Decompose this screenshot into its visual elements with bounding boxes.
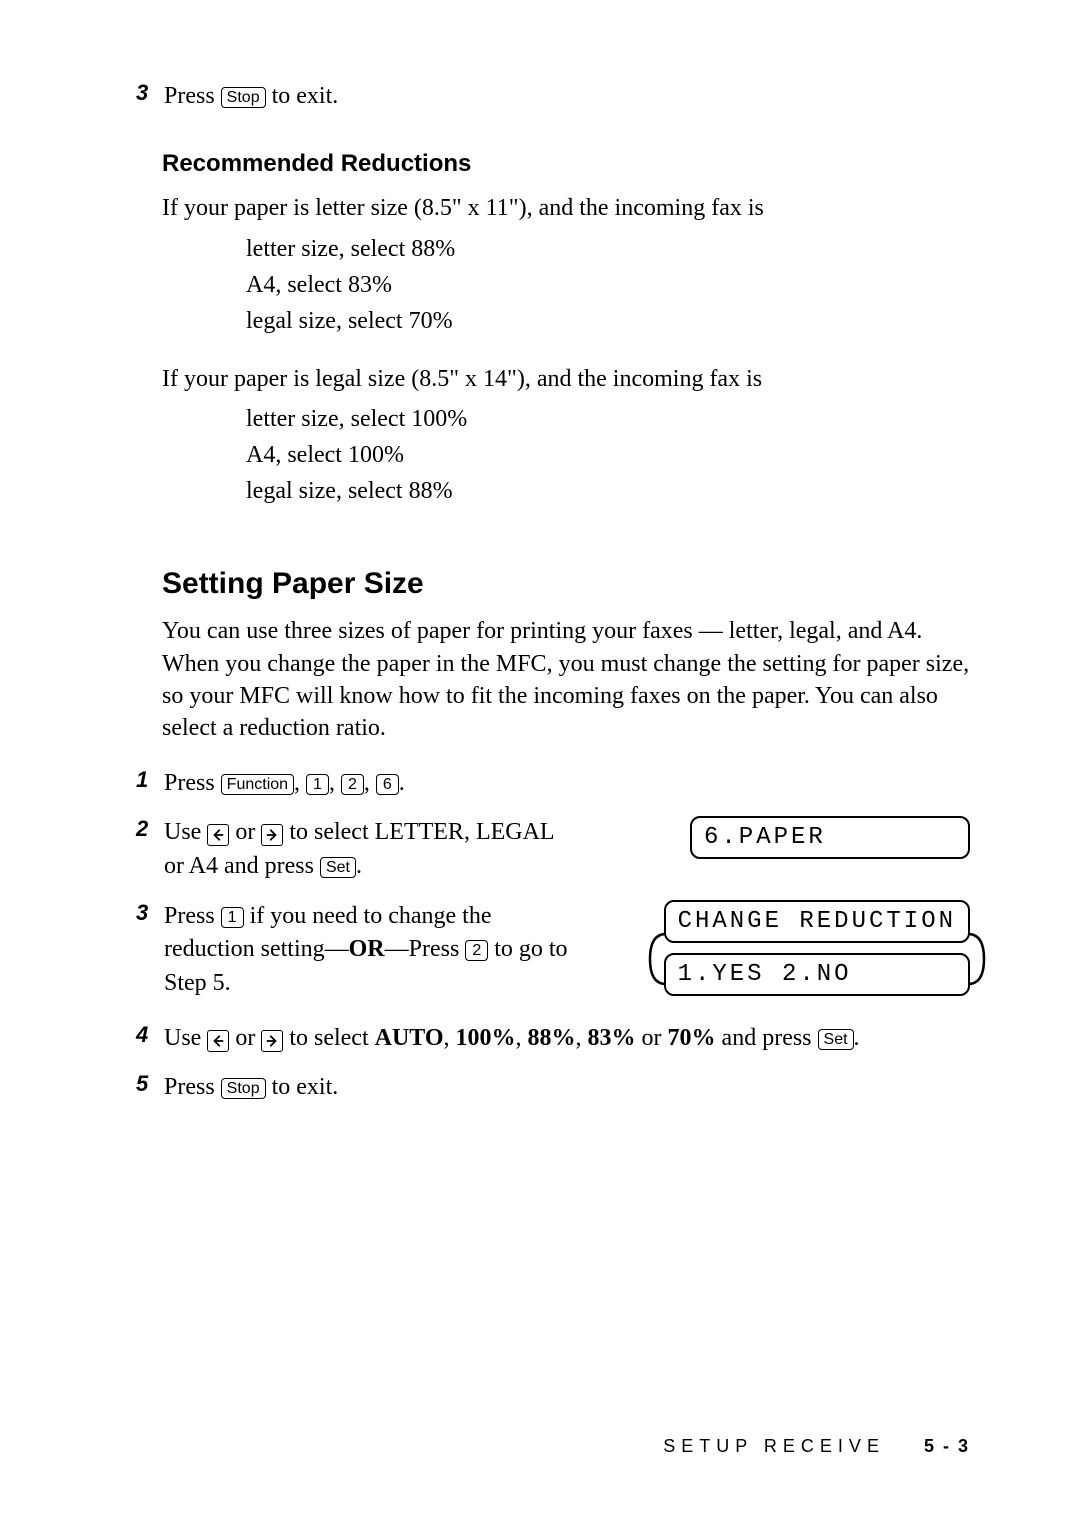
para-legal-intro: If your paper is legal size (8.5" x 14")… <box>162 363 970 395</box>
list-item: A4, select 83% <box>246 267 970 303</box>
para-paper-size: You can use three sizes of paper for pri… <box>162 615 970 745</box>
text: . <box>854 1025 860 1051</box>
opt: 88% <box>528 1025 576 1051</box>
step-number: 5 <box>136 1071 164 1097</box>
steps-paper-size: 1 Press Function, 1, 2, 6. 2 Use or to s… <box>140 767 970 1105</box>
text: Press <box>164 83 221 109</box>
opt: 70% <box>668 1025 716 1051</box>
arrow-right-icon <box>261 824 283 846</box>
lcd-connector-right-icon <box>966 930 988 988</box>
key-2: 2 <box>465 940 488 961</box>
step-3: 3 Press 1 if you need to change the redu… <box>140 900 970 1006</box>
page-footer: SETUP RECEIVE 5 - 3 <box>663 1436 970 1457</box>
text: , <box>444 1025 456 1051</box>
text: , <box>576 1025 588 1051</box>
arrow-left-icon <box>207 1030 229 1052</box>
step-5: 5 Press Stop to exit. <box>140 1071 970 1105</box>
arrow-right-icon <box>261 1030 283 1052</box>
text: , <box>329 770 341 796</box>
function-key: Function <box>221 774 294 795</box>
para-letter-intro: If your paper is letter size (8.5" x 11"… <box>162 192 970 224</box>
text: or <box>636 1025 668 1051</box>
text: , <box>364 770 376 796</box>
text-or: OR <box>349 936 385 962</box>
text: , <box>294 770 306 796</box>
step-3-top: 3 Press Stop to exit. <box>140 80 970 112</box>
step-number: 3 <box>136 900 164 926</box>
text: Use <box>164 1025 207 1051</box>
lcd-connector-left-icon <box>646 930 668 988</box>
key-2: 2 <box>341 774 364 795</box>
key-6: 6 <box>376 774 399 795</box>
set-key: Set <box>320 857 356 878</box>
lcd-line: 1.YES 2.NO <box>664 953 970 996</box>
text: Press <box>164 770 221 796</box>
step-number: 4 <box>136 1022 164 1048</box>
step-text: Use or to select LETTER, LEGAL or A4 and… <box>164 816 584 883</box>
step-4: 4 Use or to select AUTO, 100%, 88%, 83% … <box>140 1022 970 1056</box>
text: Press <box>164 903 221 929</box>
opt: 100% <box>456 1025 516 1051</box>
footer-section: SETUP RECEIVE <box>663 1436 885 1456</box>
step-text: Use or to select AUTO, 100%, 88%, 83% or… <box>164 1022 870 1056</box>
set-key: Set <box>818 1029 854 1050</box>
list-legal-reductions: letter size, select 100% A4, select 100%… <box>246 401 970 509</box>
text: and press <box>716 1025 818 1051</box>
step-number: 2 <box>136 816 164 842</box>
text: to select <box>283 1025 374 1051</box>
list-item: letter size, select 100% <box>246 401 970 437</box>
step-text: Press Function, 1, 2, 6. <box>164 767 415 801</box>
heading-setting-paper-size: Setting Paper Size <box>162 567 970 601</box>
text: or <box>229 819 261 845</box>
text: , <box>516 1025 528 1051</box>
step-2: 2 Use or to select LETTER, LEGAL or A4 a… <box>140 816 970 883</box>
text: to exit. <box>266 1074 339 1100</box>
opt: AUTO <box>375 1025 444 1051</box>
text: or <box>229 1025 261 1051</box>
list-letter-reductions: letter size, select 88% A4, select 83% l… <box>246 231 970 339</box>
lcd-line: CHANGE REDUCTION <box>664 900 970 943</box>
step-text: Press Stop to exit. <box>164 80 970 112</box>
step-text: Press Stop to exit. <box>164 1071 348 1105</box>
lcd-line: 6.PAPER <box>690 816 970 859</box>
list-item: legal size, select 70% <box>246 303 970 339</box>
text: —Press <box>385 936 466 962</box>
arrow-left-icon <box>207 824 229 846</box>
text: Use <box>164 819 207 845</box>
opt: 83% <box>588 1025 636 1051</box>
step-number: 3 <box>136 80 164 106</box>
footer-page-number: 5 - 3 <box>924 1436 970 1456</box>
key-1: 1 <box>221 907 244 928</box>
list-item: A4, select 100% <box>246 437 970 473</box>
text: to exit. <box>266 83 339 109</box>
stop-key: Stop <box>221 1078 266 1099</box>
key-1: 1 <box>306 774 329 795</box>
list-item: legal size, select 88% <box>246 473 970 509</box>
text: Press <box>164 1074 221 1100</box>
text: . <box>356 853 362 879</box>
list-item: letter size, select 88% <box>246 231 970 267</box>
step-1: 1 Press Function, 1, 2, 6. <box>140 767 970 801</box>
step-number: 1 <box>136 767 164 793</box>
heading-recommended-reductions: Recommended Reductions <box>162 150 970 178</box>
stop-key: Stop <box>221 87 266 108</box>
lcd-display-group: CHANGE REDUCTION 1.YES 2.NO <box>664 900 970 1006</box>
step-text: Press 1 if you need to change the reduct… <box>164 900 584 1001</box>
lcd-display-group: 6.PAPER <box>690 816 970 869</box>
text: . <box>399 770 405 796</box>
